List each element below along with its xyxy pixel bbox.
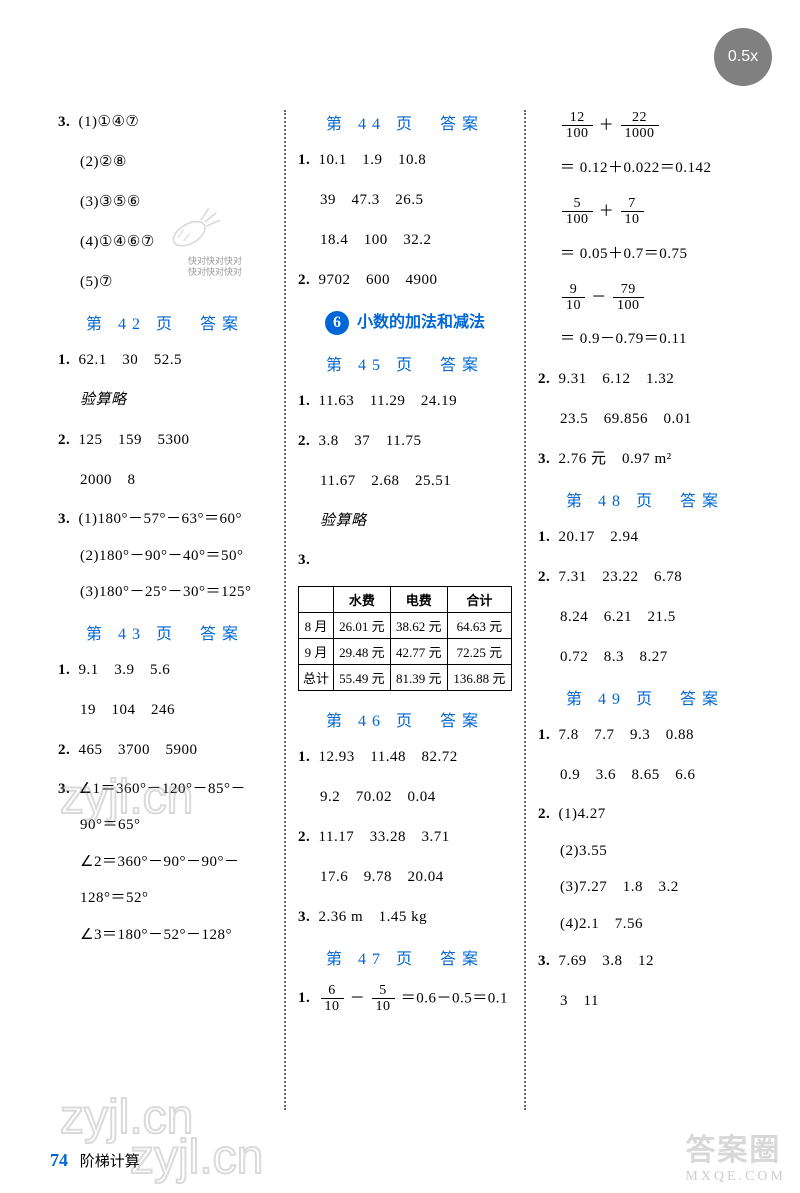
answer-row: 90°＝65° (58, 814, 272, 837)
fee-table: 水费 电费 合计 8 月26.01 元38.62 元64.63 元 9 月29.… (298, 586, 512, 691)
answer-row: 2. 125 159 5300 (58, 428, 272, 452)
table-cell: 合计 (447, 586, 511, 612)
table-cell (299, 586, 334, 612)
section-title-46: 第 46 页 答案 (298, 707, 512, 731)
content-columns: 快对快对快对 快对快对快对 3. (1)①④⑦ (2)②⑧ (3)③⑤⑥ (4)… (0, 0, 800, 1110)
fraction-eq: 12100 ＋ 221000 (538, 110, 752, 142)
answer-row: ＝ 0.05＋0.7＝0.75 (538, 242, 752, 266)
watermark-zyjl: zyjl.cn (130, 1130, 263, 1185)
answer-row: (2)180°－90°－40°＝50° (58, 545, 272, 568)
answer-row: 验算略 (298, 509, 512, 533)
table-cell: 水费 (333, 586, 390, 612)
answer-row: 2. 465 3700 5900 (58, 738, 272, 762)
watermark-brand: 答案圈 MXQE.COM (685, 1125, 786, 1185)
section-title-43: 第 43 页 答案 (58, 620, 272, 644)
answer-row: 1. 62.1 30 52.5 (58, 348, 272, 372)
column-2: 第 44 页 答案 1. 10.1 1.9 10.8 39 47.3 26.5 … (290, 110, 520, 1110)
table-row: 9 月29.48 元42.77 元72.25 元 (299, 638, 512, 664)
page-number: 74 (50, 1150, 68, 1170)
answer-row: 验算略 (58, 388, 272, 412)
unit-title-6: 6小数的加法和减法 (298, 308, 512, 335)
answer-row: 2. 3.8 37 11.75 (298, 429, 512, 453)
answer-row: (4)2.1 7.56 (538, 913, 752, 936)
answer-row: 2000 8 (58, 468, 272, 492)
table-cell: 电费 (390, 586, 447, 612)
answer-row: 2. 7.31 23.22 6.78 (538, 565, 752, 589)
answer-row: (2)3.55 (538, 840, 752, 863)
book-title: 阶梯计算 (80, 1154, 140, 1170)
section-title-47: 第 47 页 答案 (298, 945, 512, 969)
answer-row: 3. 7.69 3.8 12 (538, 949, 752, 973)
fraction-eq: 910 － 79100 (538, 282, 752, 314)
table-row: 水费 电费 合计 (299, 586, 512, 612)
answer-row: 2. (1)4.27 (538, 803, 752, 826)
answer-row: 9.2 70.02 0.04 (298, 785, 512, 809)
zoom-badge[interactable]: 0.5x (714, 28, 772, 86)
answer-row: ＝ 0.12＋0.022＝0.142 (538, 156, 752, 180)
answer-row: 3. ∠1＝360°－120°－85°－ (58, 778, 272, 801)
table-row: 8 月26.01 元38.62 元64.63 元 (299, 612, 512, 638)
q3-row: 3. (1)①④⑦ (58, 110, 272, 134)
watermark-small: 快对快对快对 快对快对快对 (188, 256, 242, 278)
answer-row: 128°＝52° (58, 887, 272, 910)
answer-row: 0.9 3.6 8.65 6.6 (538, 763, 752, 787)
column-1: 快对快对快对 快对快对快对 3. (1)①④⑦ (2)②⑧ (3)③⑤⑥ (4)… (50, 110, 280, 1110)
carrot-icon (168, 200, 226, 250)
answer-row: 0.72 8.3 8.27 (538, 645, 752, 669)
q3-item: (3)③⑤⑥ (58, 190, 272, 214)
answer-row: 1. 11.63 11.29 24.19 (298, 389, 512, 413)
answer-row: 3. (1)180°－57°－63°＝60° (58, 508, 272, 531)
answer-row: ∠3＝180°－52°－128° (58, 924, 272, 947)
table-row: 总计55.49 元81.39 元136.88 元 (299, 664, 512, 690)
answer-row: 3 11 (538, 989, 752, 1013)
answer-row: 3. 2.36 m 1.45 kg (298, 905, 512, 929)
section-title-49: 第 49 页 答案 (538, 685, 752, 709)
answer-row: 1. 7.8 7.7 9.3 0.88 (538, 723, 752, 747)
column-separator (284, 110, 286, 1110)
answer-row: ∠2＝360°－90°－90°－ (58, 851, 272, 874)
answer-row: 11.67 2.68 25.51 (298, 469, 512, 493)
answer-row: 1. 10.1 1.9 10.8 (298, 148, 512, 172)
fraction-eq: 5100 ＋ 710 (538, 196, 752, 228)
answer-row: 1. 12.93 11.48 82.72 (298, 745, 512, 769)
answer-row: 39 47.3 26.5 (298, 188, 512, 212)
section-title-44: 第 44 页 答案 (298, 110, 512, 134)
section-title-48: 第 48 页 答案 (538, 487, 752, 511)
table-label: 3. (298, 549, 512, 572)
answer-row: 2. 9702 600 4900 (298, 268, 512, 292)
answer-row: 17.6 9.78 20.04 (298, 865, 512, 889)
answer-row: 2. 11.17 33.28 3.71 (298, 825, 512, 849)
section-title-42: 第 42 页 答案 (58, 310, 272, 334)
page-footer: 74 阶梯计算 (50, 1150, 140, 1171)
answer-row: 3. 2.76 元 0.97 m² (538, 447, 752, 471)
section-title-45: 第 45 页 答案 (298, 351, 512, 375)
answer-row: 23.5 69.856 0.01 (538, 407, 752, 431)
column-separator (524, 110, 526, 1110)
answer-row: (3)7.27 1.8 3.2 (538, 876, 752, 899)
answer-row: 19 104 246 (58, 698, 272, 722)
answer-row: 1. 610 － 510 ＝0.6－0.5＝0.1 (298, 983, 512, 1015)
column-3: 12100 ＋ 221000 ＝ 0.12＋0.022＝0.142 5100 ＋… (530, 110, 760, 1110)
answer-row: 18.4 100 32.2 (298, 228, 512, 252)
answer-row: 1. 9.1 3.9 5.6 (58, 658, 272, 682)
answer-row: ＝ 0.9－0.79＝0.11 (538, 327, 752, 351)
q3-item: (2)②⑧ (58, 150, 272, 174)
zoom-level: 0.5x (728, 48, 758, 66)
answer-row: 2. 9.31 6.12 1.32 (538, 367, 752, 391)
answer-row: (3)180°－25°－30°＝125° (58, 581, 272, 604)
q3-item: (4)①④⑥⑦ (58, 230, 272, 254)
answer-row: 1. 20.17 2.94 (538, 525, 752, 549)
answer-row: 8.24 6.21 21.5 (538, 605, 752, 629)
